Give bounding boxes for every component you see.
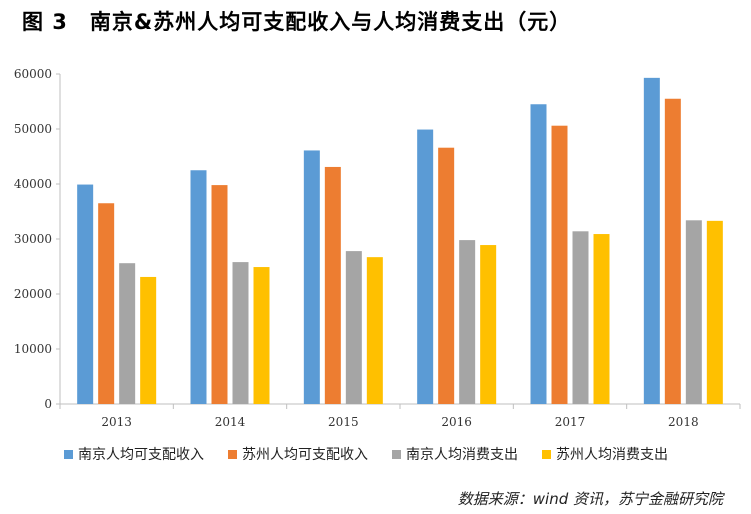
chart-title: 图 3 南京&苏州人均可支配收入与人均消费支出（元） xyxy=(22,10,572,34)
bar-2014-series-3 xyxy=(232,262,249,404)
legend-label: 苏州人均可支配收入 xyxy=(242,447,368,463)
y-tick-label: 30000 xyxy=(14,232,52,246)
bar-2013-series-3 xyxy=(119,263,136,404)
bar-2013-series-2 xyxy=(98,203,115,404)
y-tick-label: 60000 xyxy=(14,67,52,81)
legend-item-2: 苏州人均可支配收入 xyxy=(228,444,368,464)
y-tick-label: 20000 xyxy=(14,287,52,301)
bar-2013-series-1 xyxy=(77,184,94,404)
y-tick-label: 50000 xyxy=(14,122,52,136)
bar-2017-series-2 xyxy=(551,125,568,404)
bar-2015-series-4 xyxy=(366,257,383,404)
y-tick-label: 10000 xyxy=(14,342,52,356)
legend-label: 南京人均可支配收入 xyxy=(78,447,204,463)
bar-2018-series-1 xyxy=(643,77,660,404)
legend-label: 南京人均消费支出 xyxy=(406,447,518,463)
bar-2015-series-3 xyxy=(345,251,362,404)
bar-2014-series-4 xyxy=(253,267,270,404)
bar-2017-series-3 xyxy=(572,231,589,404)
legend-swatch xyxy=(64,449,73,459)
legend-swatch xyxy=(228,449,237,459)
chart-legend: 南京人均可支配收入 苏州人均可支配收入 南京人均消费支出 苏州人均消费支出 xyxy=(64,444,692,464)
bar-2016-series-4 xyxy=(480,245,497,404)
bar-2015-series-1 xyxy=(303,150,320,404)
bar-2016-series-1 xyxy=(417,129,434,405)
legend-item-1: 南京人均可支配收入 xyxy=(64,444,204,464)
bar-2013-series-4 xyxy=(140,276,157,404)
legend-swatch xyxy=(542,449,551,459)
legend-item-4: 苏州人均消费支出 xyxy=(542,444,668,464)
x-tick-label: 2016 xyxy=(441,415,472,429)
x-tick-label: 2014 xyxy=(215,415,246,429)
y-tick-label: 40000 xyxy=(14,177,52,191)
x-tick-label: 2017 xyxy=(555,415,586,429)
y-tick-label: 0 xyxy=(44,397,52,411)
x-tick-label: 2018 xyxy=(668,415,699,429)
bar-2014-series-2 xyxy=(211,185,228,404)
bar-2016-series-3 xyxy=(459,240,476,404)
bar-2018-series-3 xyxy=(685,220,702,404)
bar-2018-series-4 xyxy=(706,220,723,404)
bar-2015-series-2 xyxy=(324,166,341,404)
legend-item-3: 南京人均消费支出 xyxy=(392,444,518,464)
bar-2016-series-2 xyxy=(438,147,455,404)
x-tick-label: 2015 xyxy=(328,415,359,429)
bar-2014-series-1 xyxy=(190,170,207,404)
legend-label: 苏州人均消费支出 xyxy=(556,447,668,463)
bar-2017-series-4 xyxy=(593,234,610,404)
legend-swatch xyxy=(392,449,401,459)
x-tick-label: 2013 xyxy=(101,415,132,429)
data-source: 数据来源：wind 资讯，苏宁金融研究院 xyxy=(457,490,723,508)
bar-2018-series-2 xyxy=(664,98,681,404)
bar-2017-series-1 xyxy=(530,104,547,404)
